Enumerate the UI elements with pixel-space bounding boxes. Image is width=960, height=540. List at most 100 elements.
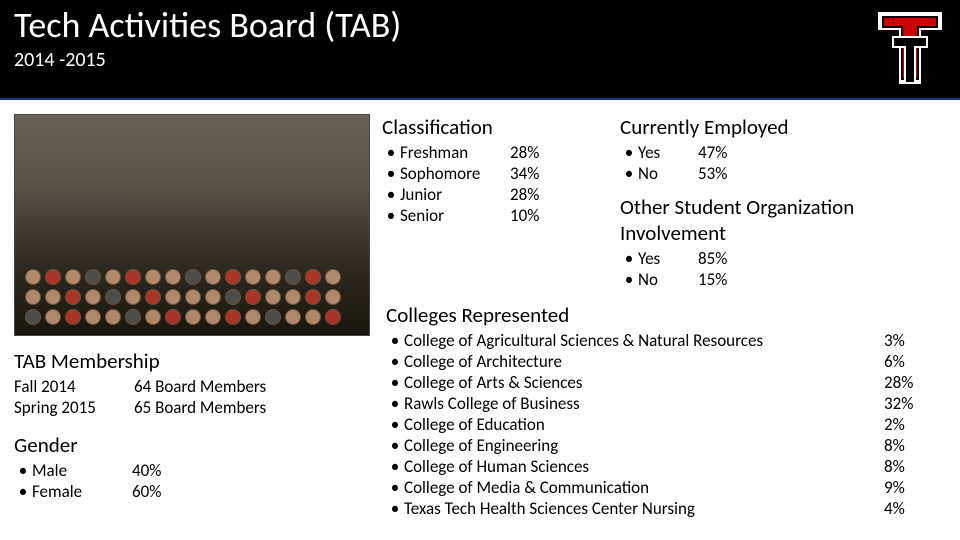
college-value: 3% [884,330,930,351]
other-org-heading: Other Student Organization Involvement [620,194,960,246]
employed-label: Yes [638,142,698,163]
other-org-label: Yes [638,248,698,269]
college-label: College of Media & Communication [404,477,884,498]
college-label: College of Agricultural Sciences & Natur… [404,330,884,351]
college-value: 32% [884,393,930,414]
classification-value: 28% [510,142,560,163]
other-org-value: 15% [698,269,748,290]
colleges-list: •College of Agricultural Sciences & Natu… [386,330,946,519]
employed-value: 53% [698,163,748,184]
header: Tech Activities Board (TAB) 2014 -2015 [0,0,960,100]
other-org-label: No [638,269,698,290]
membership-row: Fall 2014 64 Board Members [14,376,370,397]
list-item: •College of Arts & Sciences28% [386,372,946,393]
bullet-icon: • [386,456,404,477]
bullet-icon: • [386,498,404,519]
photo-crowd [25,235,359,325]
classification-heading: Classification [382,114,612,140]
right-top-block: Currently Employed •Yes47% •No53% Other … [620,114,960,290]
bullet-icon: • [386,351,404,372]
list-item: •College of Education2% [386,414,946,435]
bullet-icon: • [382,142,400,163]
employed-label: No [638,163,698,184]
classification-list: •Freshman28% •Sophomore34% •Junior28% •S… [382,142,612,226]
list-item: •No53% [620,163,960,184]
list-item: •Senior10% [382,205,612,226]
list-item: •Sophomore34% [382,163,612,184]
classification-label: Junior [400,184,510,205]
list-item: •College of Engineering8% [386,435,946,456]
classification-value: 34% [510,163,560,184]
college-value: 8% [884,456,930,477]
college-label: College of Architecture [404,351,884,372]
list-item: •College of Media & Communication9% [386,477,946,498]
list-item: •Texas Tech Health Sciences Center Nursi… [386,498,946,519]
employed-heading: Currently Employed [620,114,960,140]
list-item: •Female60% [14,481,370,502]
list-item: •Yes85% [620,248,960,269]
bullet-icon: • [386,477,404,498]
college-label: College of Engineering [404,435,884,456]
bullet-icon: • [386,330,404,351]
gender-value: 60% [132,481,161,502]
employed-value: 47% [698,142,748,163]
membership-rows: Fall 2014 64 Board Members Spring 2015 6… [14,376,370,418]
page-title: Tech Activities Board (TAB) [14,6,401,46]
list-item: •College of Human Sciences8% [386,456,946,477]
gender-block: Gender •Male40% •Female60% [14,432,370,502]
gender-value: 40% [132,460,161,481]
group-photo [14,114,370,336]
content: TAB Membership Fall 2014 64 Board Member… [0,104,960,540]
page-subtitle: 2014 -2015 [14,48,401,72]
college-label: College of Education [404,414,884,435]
list-item: •No15% [620,269,960,290]
college-value: 28% [884,372,930,393]
classification-value: 10% [510,205,560,226]
list-item: •Male40% [14,460,370,481]
left-column: TAB Membership Fall 2014 64 Board Member… [14,348,370,502]
bullet-icon: • [386,393,404,414]
membership-heading: TAB Membership [14,348,370,374]
college-label: College of Human Sciences [404,456,884,477]
membership-value: 65 Board Members [134,397,266,418]
list-item: • Rawls College of Business32% [386,393,946,414]
ttu-logo-icon [874,8,946,88]
college-label: Texas Tech Health Sciences Center Nursin… [404,498,884,519]
college-value: 6% [884,351,930,372]
membership-term: Fall 2014 [14,376,134,397]
list-item: •Freshman28% [382,142,612,163]
other-org-value: 85% [698,248,748,269]
classification-block: Classification •Freshman28% •Sophomore34… [382,114,612,226]
employed-list: •Yes47% •No53% [620,142,960,184]
list-item: •College of Architecture6% [386,351,946,372]
gender-label: Female [32,481,132,502]
list-item: •College of Agricultural Sciences & Natu… [386,330,946,351]
bullet-icon: • [620,163,638,184]
colleges-block: Colleges Represented •College of Agricul… [386,302,946,519]
college-value: 9% [884,477,930,498]
bullet-icon: • [386,372,404,393]
bullet-icon: • [620,269,638,290]
membership-term: Spring 2015 [14,397,134,418]
college-label: Rawls College of Business [404,393,884,414]
membership-value: 64 Board Members [134,376,266,397]
bullet-icon: • [386,435,404,456]
list-item: •Yes47% [620,142,960,163]
gender-list: •Male40% •Female60% [14,460,370,502]
bullet-icon: • [382,184,400,205]
colleges-heading: Colleges Represented [386,302,946,328]
bullet-icon: • [620,248,638,269]
bullet-icon: • [382,163,400,184]
college-value: 2% [884,414,930,435]
list-item: •Junior28% [382,184,612,205]
bullet-icon: • [386,414,404,435]
bullet-icon: • [620,142,638,163]
classification-label: Sophomore [400,163,510,184]
bullet-icon: • [382,205,400,226]
college-value: 4% [884,498,930,519]
gender-label: Male [32,460,132,481]
classification-label: Senior [400,205,510,226]
membership-row: Spring 2015 65 Board Members [14,397,370,418]
other-org-list: •Yes85% •No15% [620,248,960,290]
classification-label: Freshman [400,142,510,163]
